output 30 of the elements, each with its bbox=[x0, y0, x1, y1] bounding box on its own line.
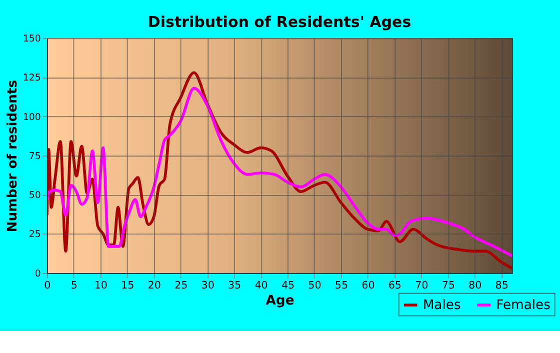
legend-label: Males bbox=[422, 298, 461, 313]
x-tick-label: 65 bbox=[388, 280, 402, 292]
y-tick-label: 150 bbox=[22, 33, 41, 44]
y-tick-label: 75 bbox=[28, 150, 41, 162]
x-tick-label: 35 bbox=[228, 280, 242, 292]
x-tick-label: 30 bbox=[201, 280, 214, 292]
x-tick-label: 60 bbox=[362, 280, 375, 292]
x-tick-label: 10 bbox=[94, 280, 108, 292]
x-tick-label: 85 bbox=[495, 280, 508, 292]
x-tick-label: 50 bbox=[308, 280, 322, 292]
x-tick-label: 20 bbox=[148, 280, 161, 292]
x-tick-label: 15 bbox=[121, 280, 134, 292]
y-axis-title: Number of residents bbox=[5, 80, 20, 232]
x-tick-label: 0 bbox=[44, 280, 51, 292]
y-tick-label: 50 bbox=[28, 190, 41, 202]
x-tick-label: 5 bbox=[70, 280, 78, 292]
x-tick-label: 70 bbox=[415, 280, 428, 292]
y-tick-label: 125 bbox=[22, 72, 41, 84]
x-tick-label: 55 bbox=[334, 280, 348, 292]
y-tick-label: 25 bbox=[28, 229, 41, 240]
y-tick-label: 0 bbox=[34, 268, 41, 280]
y-tick-label: 100 bbox=[22, 112, 41, 123]
chart-title: Distribution of Residents' Ages bbox=[148, 12, 412, 31]
x-tick-label: 40 bbox=[254, 280, 268, 292]
x-tick-label: 25 bbox=[174, 280, 188, 292]
x-tick-label: 75 bbox=[442, 280, 455, 292]
x-tick-label: 80 bbox=[468, 280, 482, 292]
x-axis-title: Age bbox=[266, 294, 294, 309]
x-tick-label: 45 bbox=[281, 280, 295, 292]
legend-label: Females bbox=[496, 298, 551, 313]
